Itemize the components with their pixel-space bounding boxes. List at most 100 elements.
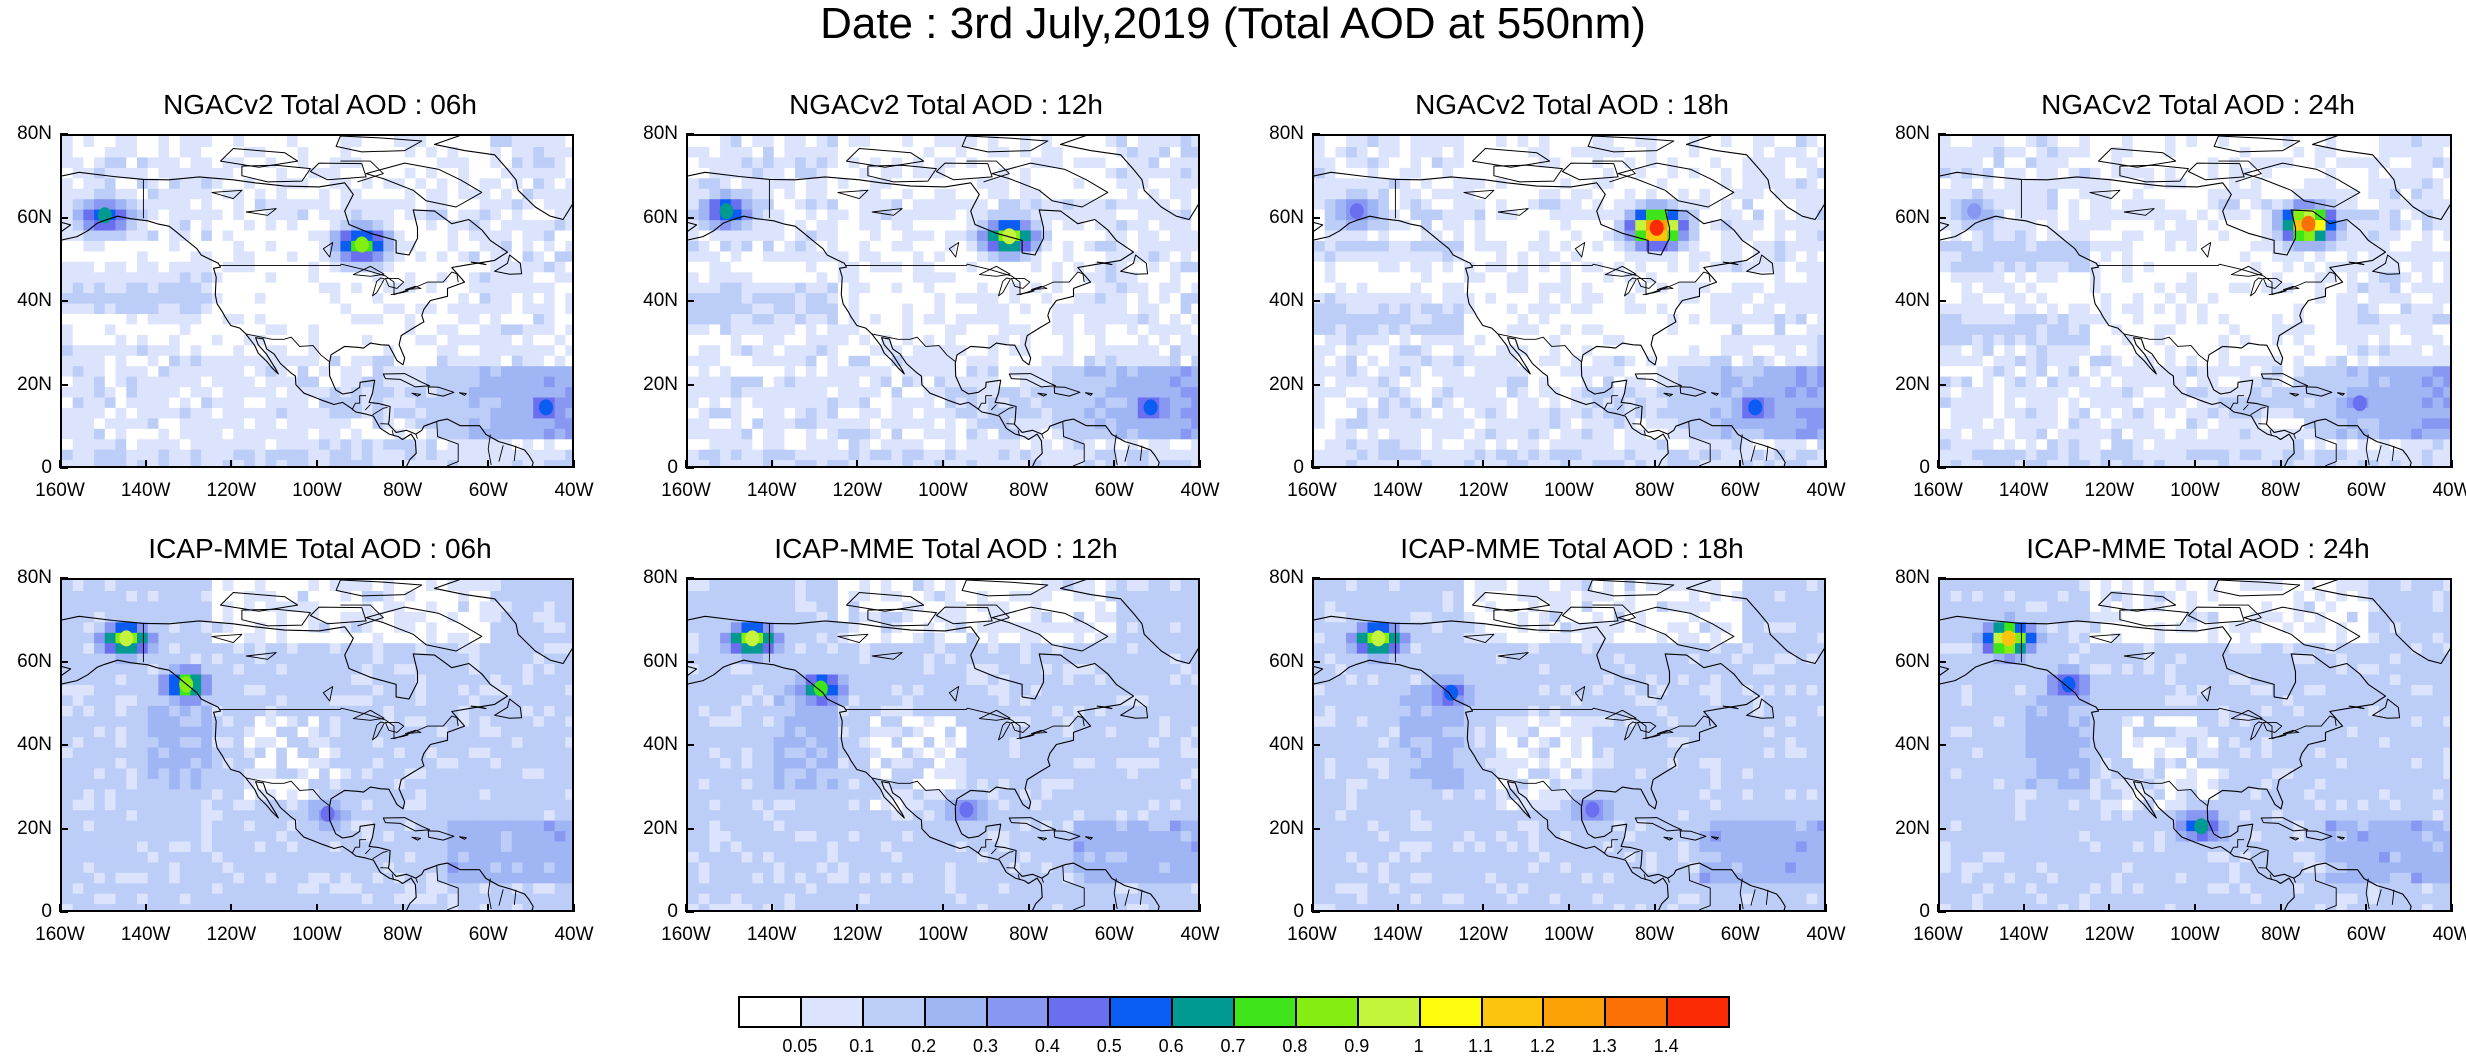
country-border: [1041, 433, 1044, 439]
y-tick-mark: [1312, 467, 1320, 469]
country-border: [1739, 878, 1744, 910]
y-tick-mark: [686, 467, 694, 469]
x-tick-mark: [59, 460, 61, 468]
x-tick-label: 40W: [2432, 924, 2466, 945]
country-border: [871, 333, 956, 363]
island-coastline: [382, 817, 430, 832]
island-coastline: [2098, 148, 2177, 168]
x-tick-label: 140W: [1998, 480, 2049, 501]
island-coastline: [2213, 580, 2301, 597]
y-tick-label: 0: [41, 901, 52, 922]
y-tick-label: 20N: [1269, 373, 1304, 395]
colorbar-swatch: [799, 996, 864, 1028]
x-tick-label: 160W: [1913, 924, 1963, 945]
country-border: [219, 263, 459, 296]
island-coastline: [846, 148, 925, 168]
lake-outline: [372, 721, 385, 741]
x-tick-mark: [1568, 904, 1570, 912]
aod-hotspot: [2194, 818, 2209, 835]
island-coastline: [309, 162, 367, 181]
x-tick-label: 140W: [1372, 924, 1423, 945]
x-tick-mark: [1027, 460, 1030, 468]
map-frame: [1312, 578, 1826, 912]
lake-outline: [1574, 242, 1586, 258]
country-border: [978, 395, 993, 410]
island-coastline: [2289, 836, 2299, 841]
map-frame: [686, 134, 1200, 468]
island-coastline: [2098, 592, 2177, 612]
colorbar-swatch: [738, 996, 802, 1028]
x-tick-label: 140W: [1998, 924, 2049, 945]
y-tick-label: 80N: [1895, 567, 1930, 588]
country-border: [2376, 889, 2382, 906]
aod-map: [688, 136, 1198, 466]
island-coastline: [335, 136, 423, 153]
map-frame: [1312, 134, 1826, 468]
map-panel-6: ICAP-MME Total AOD : 12h 80N 60N 40N 20N 0 160…: [643, 533, 1219, 945]
y-tick-label: 60N: [1269, 206, 1304, 228]
x-tick-label: 60W: [468, 924, 508, 945]
x-tick-mark: [401, 904, 404, 912]
country-border: [845, 263, 1085, 296]
lake-outline: [837, 633, 869, 644]
colorbar-swatch: [1109, 996, 1174, 1028]
island-coastline: [1037, 392, 1047, 397]
colorbar-swatch: [1047, 996, 1112, 1028]
x-tick-mark: [573, 460, 575, 468]
country-border: [415, 877, 418, 883]
x-tick-label: 100W: [2170, 924, 2220, 945]
x-tick-mark: [2279, 460, 2282, 468]
y-tick-label: 20N: [1895, 817, 1930, 839]
island-coastline: [470, 261, 487, 266]
y-tick-label: 40N: [1269, 290, 1304, 311]
greenland-coastline: [1060, 136, 1198, 221]
y-tick-mark: [1938, 133, 1946, 135]
country-border: [498, 445, 504, 462]
lake-outline: [948, 686, 960, 702]
x-tick-mark: [2451, 904, 2453, 912]
x-tick-mark: [1825, 460, 1827, 468]
colorbar-swatch: [923, 996, 988, 1028]
y-tick-label: 20N: [17, 817, 52, 839]
coastline: [340, 160, 384, 183]
island-coastline: [382, 373, 430, 388]
island-coastline: [1008, 373, 1056, 388]
colorbar-swatch: [1480, 996, 1545, 1028]
greenland-coastline: [2312, 136, 2450, 221]
island-coastline: [494, 254, 523, 275]
country-border: [219, 707, 459, 740]
aod-grid: [1314, 136, 1824, 466]
lake-outline: [2262, 721, 2283, 733]
colorbar-label: 1: [1413, 1036, 1424, 1056]
y-tick-label: 60N: [1895, 206, 1930, 228]
lake-outline: [384, 721, 405, 733]
country-border: [1667, 877, 1670, 883]
island-coastline: [1096, 261, 1113, 266]
coastline: [2218, 604, 2262, 627]
aod-hotspot: [745, 630, 760, 647]
y-tick-mark: [1938, 577, 1946, 579]
y-tick-mark: [60, 827, 68, 830]
y-tick-mark: [686, 911, 694, 913]
x-tick-label: 80W: [1009, 924, 1049, 945]
island-coastline: [867, 608, 937, 627]
x-tick-mark: [1396, 460, 1399, 468]
island-coastline: [459, 392, 467, 396]
island-coastline: [2260, 373, 2308, 388]
y-tick-mark: [1938, 216, 1946, 219]
aod-grid: [62, 580, 572, 910]
x-tick-mark: [487, 460, 490, 468]
y-tick-label: 80N: [17, 123, 52, 144]
x-tick-label: 40W: [1180, 924, 1220, 945]
colorbar-label: 0.1: [849, 1036, 875, 1056]
y-tick-label: 0: [1919, 457, 1930, 478]
y-tick-label: 60N: [17, 206, 52, 228]
colorbar-label: 0.6: [1158, 1036, 1184, 1056]
lake-outline: [384, 277, 405, 289]
x-tick-mark: [942, 904, 944, 912]
aod-hotspot: [2352, 395, 2367, 412]
country-border: [1497, 777, 1582, 807]
x-tick-mark: [1482, 904, 1485, 912]
y-tick-mark: [1312, 911, 1320, 913]
y-tick-label: 0: [1293, 901, 1304, 922]
